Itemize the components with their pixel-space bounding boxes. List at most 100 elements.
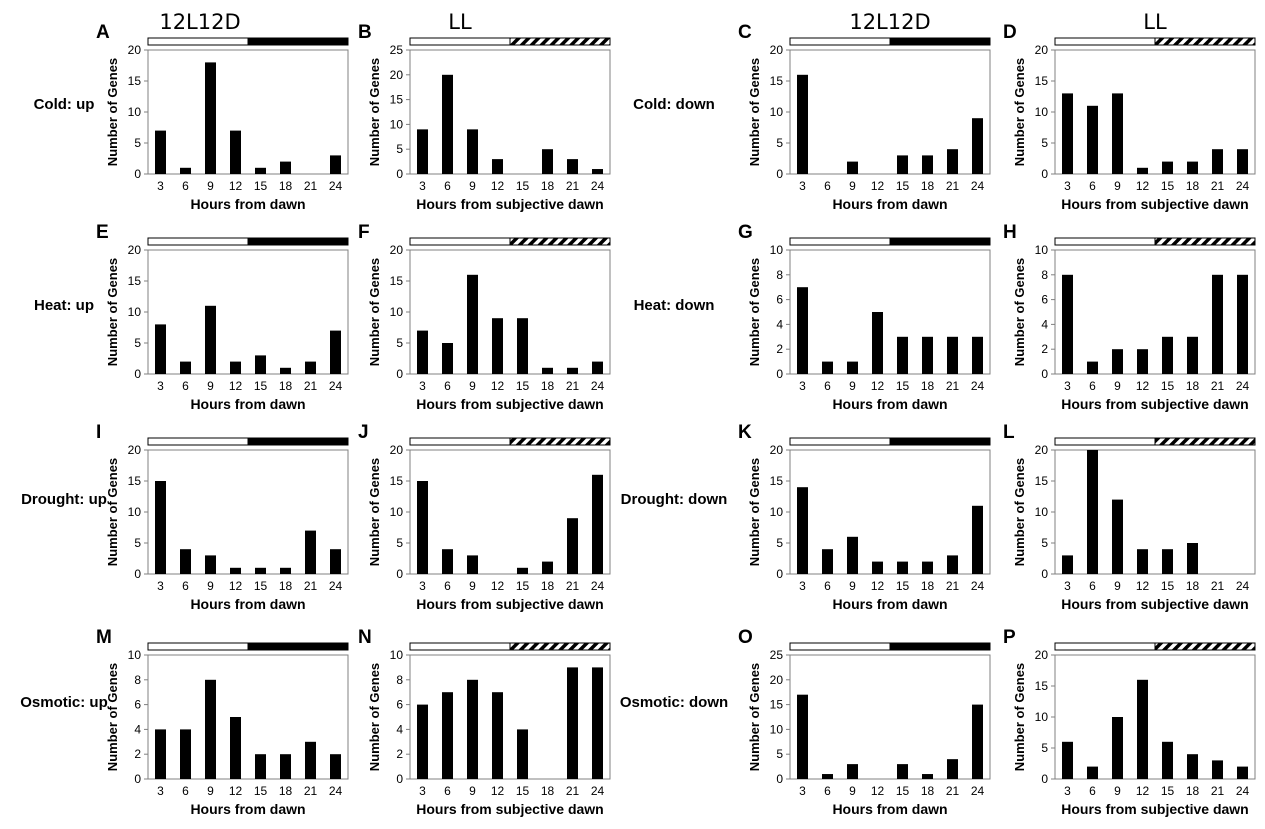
panel-m-bar-12 bbox=[230, 717, 241, 779]
panel-f-xtick-label-6: 6 bbox=[444, 379, 451, 393]
panel-c-bar-9 bbox=[847, 161, 858, 174]
panel-e-bar-12 bbox=[230, 361, 241, 374]
panel-d-xtick-label-3: 3 bbox=[1064, 179, 1071, 193]
panel-h-xlabel: Hours from subjective dawn bbox=[1061, 396, 1248, 412]
panel-d-xlabel: Hours from subjective dawn bbox=[1061, 196, 1248, 212]
panel-i-plot-frame bbox=[147, 449, 349, 575]
panel-f-xtick-label-18: 18 bbox=[541, 379, 555, 393]
panel-h-xtick-label-9: 9 bbox=[1114, 379, 1121, 393]
panel-d-bar-18 bbox=[1187, 161, 1198, 174]
panel-p-bar-12 bbox=[1137, 679, 1148, 779]
panel-o-ytick-label-4: 20 bbox=[770, 673, 784, 687]
panel-a-bar-9 bbox=[205, 62, 216, 174]
panel-i-ytick-label-3: 15 bbox=[128, 474, 142, 488]
panel-e-xtick-label-3: 3 bbox=[157, 379, 164, 393]
panel-p-bar-9 bbox=[1112, 717, 1123, 779]
panel-m-dark-phase-bar bbox=[247, 642, 349, 651]
panel-d-ytick-label-4: 20 bbox=[1035, 43, 1049, 57]
panel-a-ytick-label-2: 10 bbox=[128, 105, 142, 119]
panel-f-bar-9 bbox=[467, 274, 478, 374]
panel-k-xtick-label-18: 18 bbox=[921, 579, 935, 593]
panel-f-bar-15 bbox=[517, 318, 528, 374]
panel-n-xtick-label-3: 3 bbox=[419, 784, 426, 798]
panel-o-xtick-label-24: 24 bbox=[971, 784, 985, 798]
panel-b-bar-3 bbox=[417, 129, 428, 174]
panel-g-bar-24 bbox=[972, 336, 983, 374]
panel-b-bar-6 bbox=[442, 74, 453, 174]
panel-o-bar-9 bbox=[847, 764, 858, 779]
panel-n-xlabel: Hours from subjective dawn bbox=[416, 801, 603, 817]
panel-j-xtick-label-21: 21 bbox=[566, 579, 580, 593]
panel-f-ytick-label-0: 0 bbox=[396, 367, 403, 381]
panel-b-bar-12 bbox=[492, 159, 503, 174]
panel-g-ytick-label-2: 4 bbox=[776, 317, 783, 331]
panel-j-ytick-label-1: 5 bbox=[396, 536, 403, 550]
panel-d-bar-24 bbox=[1237, 149, 1248, 174]
panel-i-bar-24 bbox=[330, 549, 341, 574]
panel-k-ytick-label-2: 10 bbox=[770, 505, 784, 519]
panel-o-bar-18 bbox=[922, 774, 933, 779]
panel-m-plot-frame bbox=[147, 654, 349, 780]
panel-n-xtick-label-18: 18 bbox=[541, 784, 555, 798]
panel-h-xtick-label-15: 15 bbox=[1161, 379, 1175, 393]
panel-l-letter: L bbox=[1003, 422, 1015, 443]
panel-h-bar-9 bbox=[1112, 349, 1123, 374]
panel-j-bar-15 bbox=[517, 567, 528, 574]
panel-i-letter: I bbox=[96, 422, 101, 443]
panel-o-ylabel: Number of Genes bbox=[747, 663, 762, 771]
panel-p-light-phase-bar bbox=[1054, 642, 1156, 651]
panel-j-subjective-night-bar bbox=[509, 437, 611, 446]
panel-h-xtick-label-6: 6 bbox=[1089, 379, 1096, 393]
panel-c-xlabel: Hours from dawn bbox=[832, 196, 947, 212]
panel-k-light-phase-bar bbox=[789, 437, 891, 446]
panel-i-xtick-label-15: 15 bbox=[254, 579, 268, 593]
panel-i-light-phase-bar bbox=[147, 437, 249, 446]
panel-d-ylabel: Number of Genes bbox=[1012, 58, 1027, 166]
panel-g-xtick-label-6: 6 bbox=[824, 379, 831, 393]
panel-f-ytick-label-3: 15 bbox=[390, 274, 404, 288]
panel-a-bar-15 bbox=[255, 167, 266, 174]
panel-c-bar-24 bbox=[972, 118, 983, 174]
panel-p-ytick-label-3: 15 bbox=[1035, 679, 1049, 693]
panel-i-xtick-label-24: 24 bbox=[329, 579, 343, 593]
panel-j-bar-21 bbox=[567, 518, 578, 574]
panel-j-bar-3 bbox=[417, 481, 428, 574]
panel-i-ytick-label-2: 10 bbox=[128, 505, 142, 519]
panel-a-bar-24 bbox=[330, 155, 341, 174]
panel-k-xtick-label-15: 15 bbox=[896, 579, 910, 593]
panel-e-xlabel: Hours from dawn bbox=[190, 396, 305, 412]
panel-g-bar-3 bbox=[797, 287, 808, 374]
panel-i-xtick-label-21: 21 bbox=[304, 579, 318, 593]
panel-b-bar-24 bbox=[592, 169, 603, 174]
panel-o-xlabel: Hours from dawn bbox=[832, 801, 947, 817]
panel-n-plot-frame bbox=[409, 654, 611, 780]
panel-l-bar-3 bbox=[1062, 555, 1073, 574]
panel-l-plot-frame bbox=[1054, 449, 1256, 575]
panel-m-bar-15 bbox=[255, 754, 266, 779]
panel-h-xtick-label-18: 18 bbox=[1186, 379, 1200, 393]
panel-j-ytick-label-4: 20 bbox=[390, 443, 404, 457]
panel-p-ytick-label-1: 5 bbox=[1041, 741, 1048, 755]
panel-l-ytick-label-3: 15 bbox=[1035, 474, 1049, 488]
panel-n-xtick-label-21: 21 bbox=[566, 784, 580, 798]
panel-n-bar-15 bbox=[517, 729, 528, 779]
panel-g-letter: G bbox=[738, 222, 753, 243]
panel-a-ytick-label-0: 0 bbox=[134, 167, 141, 181]
panel-e-bar-15 bbox=[255, 355, 266, 374]
panel-h-xtick-label-24: 24 bbox=[1236, 379, 1250, 393]
panel-h-ytick-label-1: 2 bbox=[1041, 342, 1048, 356]
panel-m-bar-6 bbox=[180, 729, 191, 779]
panel-d-bar-6 bbox=[1087, 105, 1098, 174]
panel-l-ytick-label-1: 5 bbox=[1041, 536, 1048, 550]
panel-p-bar-3 bbox=[1062, 741, 1073, 779]
panel-p-ytick-label-4: 20 bbox=[1035, 648, 1049, 662]
panel-l-xtick-label-3: 3 bbox=[1064, 579, 1071, 593]
panel-a-xtick-label-3: 3 bbox=[157, 179, 164, 193]
panel-j-bar-9 bbox=[467, 555, 478, 574]
panel-h-light-phase-bar bbox=[1054, 237, 1156, 246]
panel-b-bar-18 bbox=[542, 149, 553, 174]
panel-h-bar-21 bbox=[1212, 274, 1223, 374]
panel-h-bar-3 bbox=[1062, 274, 1073, 374]
panel-b-ytick-label-5: 25 bbox=[390, 43, 404, 57]
panel-g-ytick-label-0: 0 bbox=[776, 367, 783, 381]
